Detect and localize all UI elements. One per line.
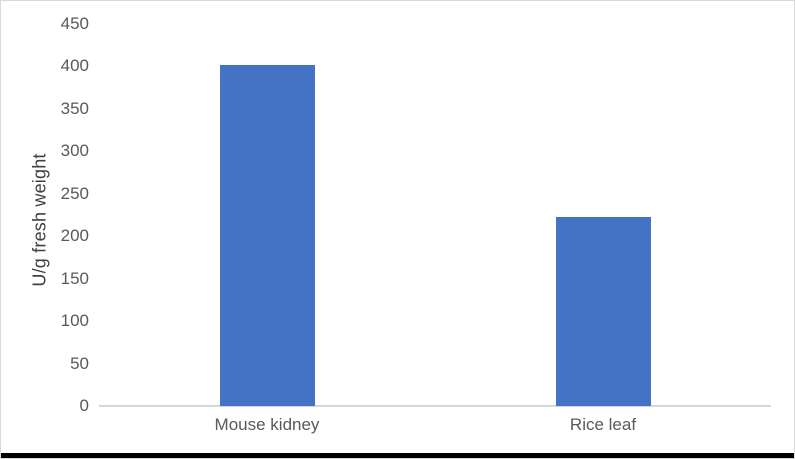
y-tick-label: 400: [60, 56, 89, 76]
y-tick-label: 350: [60, 98, 89, 118]
x-category-label: Mouse kidney: [214, 415, 320, 434]
x-category-label: Rice leaf: [569, 415, 637, 434]
y-tick-label: 100: [60, 311, 89, 331]
y-tick-label: 450: [60, 14, 89, 33]
y-tick-label: 200: [60, 226, 89, 246]
y-tick-label: 0: [79, 396, 89, 415]
y-tick-label: 150: [60, 268, 89, 288]
y-tick-label: 300: [60, 141, 89, 161]
y-tick-label: 250: [60, 183, 89, 203]
y-axis-title: U/g fresh weight: [29, 153, 50, 287]
y-tick-label: 50: [70, 353, 89, 373]
x-axis-line: [99, 405, 771, 407]
bar-mouse-kidney: [220, 65, 315, 406]
bottom-border: [1, 453, 794, 458]
bar-rice-leaf: [556, 217, 651, 406]
